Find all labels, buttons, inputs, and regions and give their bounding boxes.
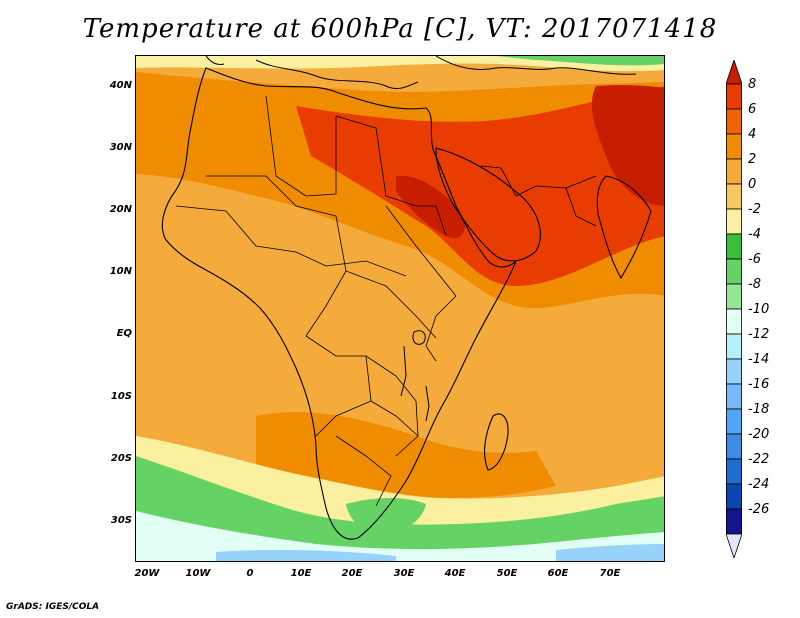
colorbar-tick-label: -2 [748, 202, 761, 217]
lake-victoria-outline [412, 330, 426, 345]
colorbar-tick-label: -4 [748, 227, 761, 242]
lon-label-70e: 70E [599, 568, 621, 579]
lon-label-20e: 20E [341, 568, 363, 579]
colorbar-segment [726, 108, 742, 135]
colorbar [726, 60, 742, 558]
lat-label-30s: 30S [110, 515, 132, 526]
lat-label-20n: 20N [109, 204, 132, 215]
lat-label-10n: 10N [109, 266, 132, 277]
colorbar-tick-label: -14 [748, 352, 770, 367]
colorbar-tick-label: -16 [748, 377, 770, 392]
colorbar-segment [726, 458, 742, 485]
colorbar-segment [726, 358, 742, 385]
colorbar-tick-label: -18 [748, 402, 770, 417]
country-border-17 [565, 187, 597, 227]
country-border-1 [206, 175, 337, 217]
temperature-band-south-blue-east [556, 544, 664, 561]
temperature-band-north-cool [136, 56, 664, 72]
country-border-4 [175, 205, 297, 253]
lake-malawi-outline [425, 385, 430, 422]
temperature-region-warm-south [256, 412, 556, 498]
colorbar-tick-label: -22 [748, 452, 770, 467]
lon-label-10w: 10W [185, 568, 211, 579]
colorbar-segment [726, 183, 742, 210]
temperature-region-hot-red-sea [396, 175, 465, 239]
country-border-12 [335, 435, 392, 507]
lat-label-20s: 20S [110, 453, 132, 464]
colorbar-tick-label: -10 [748, 302, 770, 317]
country-border-18 [480, 165, 517, 197]
colorbar-tick-label: 8 [748, 77, 757, 92]
colorbar-segment [726, 483, 742, 510]
lon-label-40e: 40E [444, 568, 466, 579]
colorbar-tick-label: 6 [748, 102, 757, 117]
country-border-5 [295, 251, 407, 277]
lat-label-10s: 10S [110, 391, 132, 402]
colorbar-tick-label: -20 [748, 427, 770, 442]
colorbar-tick-label: 2 [748, 152, 757, 167]
colorbar-segment [726, 333, 742, 360]
colorbar-segment [726, 383, 742, 410]
map-canvas [136, 56, 664, 561]
europe-coastlines [205, 56, 637, 89]
colorbar-tick-label: -8 [748, 277, 761, 292]
footer-credit: GrADS: IGES/COLA [6, 602, 100, 612]
lat-label-eq: EQ [116, 328, 132, 339]
temperature-band-south-green [136, 456, 664, 561]
country-border-10 [395, 375, 419, 457]
colorbar-segment [726, 308, 742, 335]
country-border-15 [425, 295, 457, 362]
country-border-11 [370, 400, 419, 437]
lon-label-20w: 20W [134, 568, 160, 579]
country-border-8 [305, 335, 397, 377]
lon-label-10e: 10E [290, 568, 312, 579]
colorbar-tick-label: -12 [748, 327, 770, 342]
map-title: Temperature at 600hPa [C], VT: 201707141… [82, 14, 718, 44]
colorbar-tick-label: -24 [748, 477, 770, 492]
colorbar-segment [726, 433, 742, 460]
country-border-13 [385, 205, 457, 297]
colorbar-segment [726, 408, 742, 435]
temperature-region-hot-middle-east [296, 86, 664, 286]
africa-coastline [161, 67, 517, 540]
colorbar-segment [726, 283, 742, 310]
country-border-16 [515, 175, 597, 197]
temperature-band-north-green [496, 56, 664, 66]
temperature-region-south-africa-green [346, 498, 426, 535]
colorbar-bottom-arrow [726, 533, 742, 558]
india-coastline [596, 175, 652, 280]
country-border-9 [315, 355, 372, 437]
colorbar-segment [726, 158, 742, 185]
lon-label-0: 0 [246, 568, 254, 579]
madagascar-coastline [484, 413, 509, 471]
colorbar-tick-label: 0 [748, 177, 757, 192]
colorbar-segment [726, 233, 742, 260]
lon-label-60e: 60E [547, 568, 569, 579]
colorbar-segment [726, 133, 742, 160]
colorbar-tick-label: 4 [748, 127, 757, 142]
arabian-peninsula-coastline [435, 147, 541, 262]
lake-tanganyika-outline [400, 345, 407, 397]
lon-label-50e: 50E [496, 568, 518, 579]
lat-label-40n: 40N [109, 80, 132, 91]
colorbar-tick-label: -6 [748, 252, 761, 267]
country-border-3 [335, 115, 417, 207]
lon-label-30e: 30E [393, 568, 415, 579]
colorbar-segment [726, 508, 742, 535]
temperature-band-south-blue [216, 549, 396, 561]
country-border-7 [345, 270, 437, 339]
temperature-band-south-pale [136, 511, 664, 561]
country-border-6 [305, 215, 347, 337]
colorbar-top-arrow [726, 60, 742, 85]
temperature-map [135, 55, 665, 562]
country-border-2 [265, 95, 337, 197]
temperature-region-very-hot-core [591, 85, 664, 206]
colorbar-segment [726, 83, 742, 110]
colorbar-segment [726, 258, 742, 285]
lat-label-30n: 30N [109, 142, 132, 153]
colorbar-segment [726, 208, 742, 235]
country-border-14 [416, 205, 447, 237]
colorbar-tick-label: -26 [748, 502, 770, 517]
